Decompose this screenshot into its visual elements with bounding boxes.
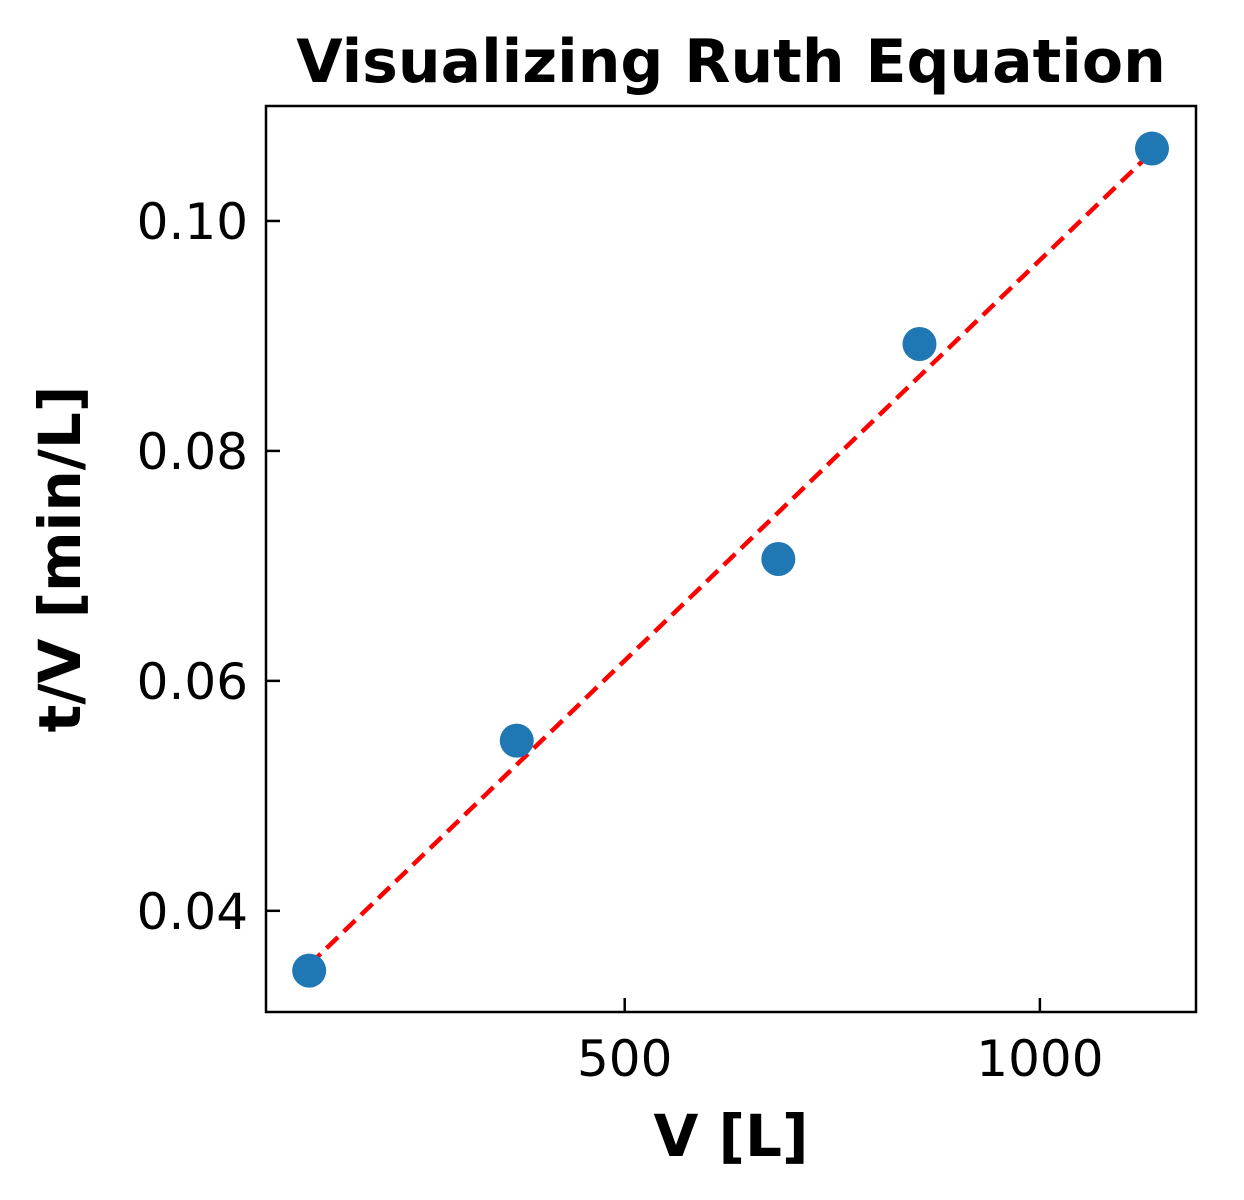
data-point [1134,131,1169,166]
data-point [902,326,937,361]
plot-area [292,131,1169,988]
x-axis-label: V [L] [653,1102,808,1170]
fit-line [307,150,1154,967]
x-tick-label: 1000 [976,1030,1103,1088]
axis-ticks: 500 1000 0.04 0.06 0.08 0.10 [137,193,1104,1088]
data-point [292,953,327,988]
plot-frame [264,104,1198,1014]
data-point [761,542,796,576]
y-tick-label: 0.06 [137,653,248,711]
x-tick-label: 500 [577,1030,672,1088]
y-axis-label: t/V [min/L] [26,386,94,733]
data-point [499,723,534,758]
y-tick-label: 0.10 [137,193,248,251]
chart-title: Visualizing Ruth Equation [296,27,1166,97]
y-tick-label: 0.04 [137,883,248,941]
y-tick-label: 0.08 [137,423,248,481]
